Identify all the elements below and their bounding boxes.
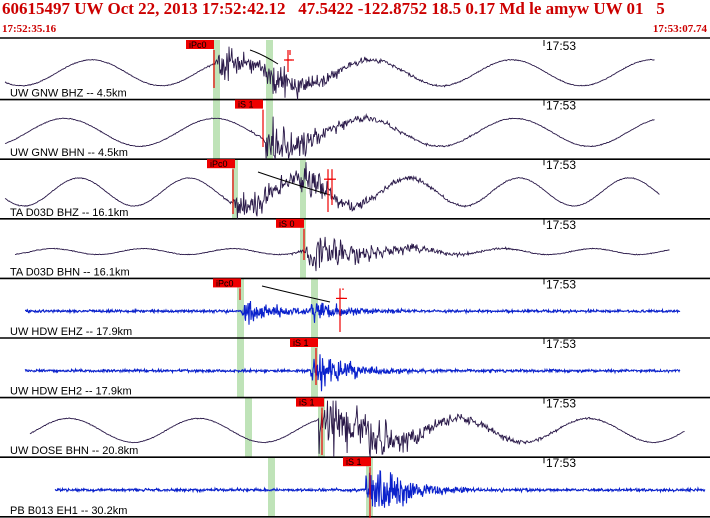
pick-label-box[interactable] (290, 338, 318, 347)
pick-label: iPc0 (210, 159, 228, 169)
waveform-trace (24, 354, 681, 392)
waveform-trace (4, 46, 655, 100)
station-label: UW HDW EH2 -- 17.9km (10, 386, 132, 398)
station-label: UW GNW BHN -- 4.5km (10, 147, 128, 159)
seismogram-panel[interactable]: 17:53 iS 0 TA D03D BHN -- 16.1km (10, 218, 670, 279)
pick-label-box[interactable] (186, 40, 214, 49)
waveform-trace (4, 113, 655, 160)
phase-window-band (237, 278, 244, 338)
pick-label: iPc0 (189, 40, 207, 50)
window-end-time: 17:53:07.74 (652, 23, 707, 35)
waveform-trace (54, 470, 706, 508)
panel-time-label: 17:53 (546, 456, 576, 470)
station-label: UW GNW BHZ -- 4.5km (10, 88, 127, 100)
pick-label: iS 1 (346, 457, 362, 467)
station-label: TA D03D BHZ -- 16.1km (10, 207, 128, 219)
seismogram-panel[interactable]: 17:53 iS 1 UW HDW EH2 -- 17.9km (10, 337, 681, 398)
phase-window-band (266, 99, 273, 160)
seismogram-panel[interactable]: 17:53 iPc0 TA D03D BHZ -- 16.1km (4, 158, 660, 219)
phase-window-band (232, 159, 238, 219)
phase-window-band (311, 278, 318, 338)
pick-label-box[interactable] (343, 457, 371, 467)
panel-time-label: 17:53 (546, 39, 576, 53)
panel-time-label: 17:53 (546, 397, 576, 411)
phase-window-band (213, 99, 220, 160)
predicted-arrival-curve (261, 285, 331, 303)
phase-window-band (213, 40, 220, 100)
panel-time-label: 17:53 (546, 218, 576, 232)
seismogram-panel[interactable]: 17:53 iS 1 UW GNW BHN -- 4.5km (4, 99, 655, 160)
phase-window-band (300, 218, 306, 279)
panel-time-label: 17:53 (546, 158, 576, 172)
phase-window-band (245, 397, 252, 458)
phase-window-band (300, 159, 306, 219)
panel-time-label: 17:53 (546, 337, 576, 351)
pick-label: iS 1 (293, 338, 309, 348)
event-header: 60615497 UW Oct 22, 2013 17:52:42.12 47.… (0, 0, 710, 38)
station-label: UW HDW EHZ -- 17.9km (10, 326, 132, 338)
pick-label-box[interactable] (207, 159, 235, 169)
pick-label: iS 0 (279, 219, 295, 229)
pick-label: iS 1 (299, 398, 315, 408)
pick-label: iS 1 (238, 100, 254, 110)
predicted-arrival-curve (249, 49, 279, 65)
seismogram-panel[interactable]: 17:53 iS 1 PB B013 EH1 -- 30.2km (10, 456, 706, 518)
waveform-trace (14, 236, 670, 272)
station-label: TA D03D BHN -- 16.1km (10, 266, 130, 278)
pick-label-box[interactable] (213, 278, 241, 288)
pick-label-box[interactable] (296, 397, 324, 407)
phase-window-band (268, 457, 275, 517)
panel-time-label: 17:53 (546, 99, 576, 113)
panel-time-label: 17:53 (546, 277, 576, 291)
station-label: PB B013 EH1 -- 30.2km (10, 505, 127, 517)
pick-label-box[interactable] (235, 99, 263, 109)
station-label: UW DOSE BHN -- 20.8km (10, 445, 138, 457)
predicted-arrival-curve (257, 171, 331, 196)
pick-label-box[interactable] (276, 218, 304, 228)
seismogram-panel[interactable]: 17:53 iS 1 UW DOSE BHN -- 20.8km (10, 397, 685, 458)
seismogram-panel[interactable]: 17:53 iPc0 UW GNW BHZ -- 4.5km (4, 39, 655, 100)
pick-label: iPc0 (216, 278, 234, 288)
seismogram-panel[interactable]: 17:53 iPc0 UW HDW EHZ -- 17.9km (10, 277, 681, 338)
phase-window-band (237, 338, 244, 398)
event-title: 60615497 UW Oct 22, 2013 17:52:42.12 47.… (2, 0, 665, 18)
window-start-time: 17:52:35.16 (2, 23, 57, 35)
waveform-trace (25, 300, 681, 325)
waveform-trace (29, 400, 685, 458)
